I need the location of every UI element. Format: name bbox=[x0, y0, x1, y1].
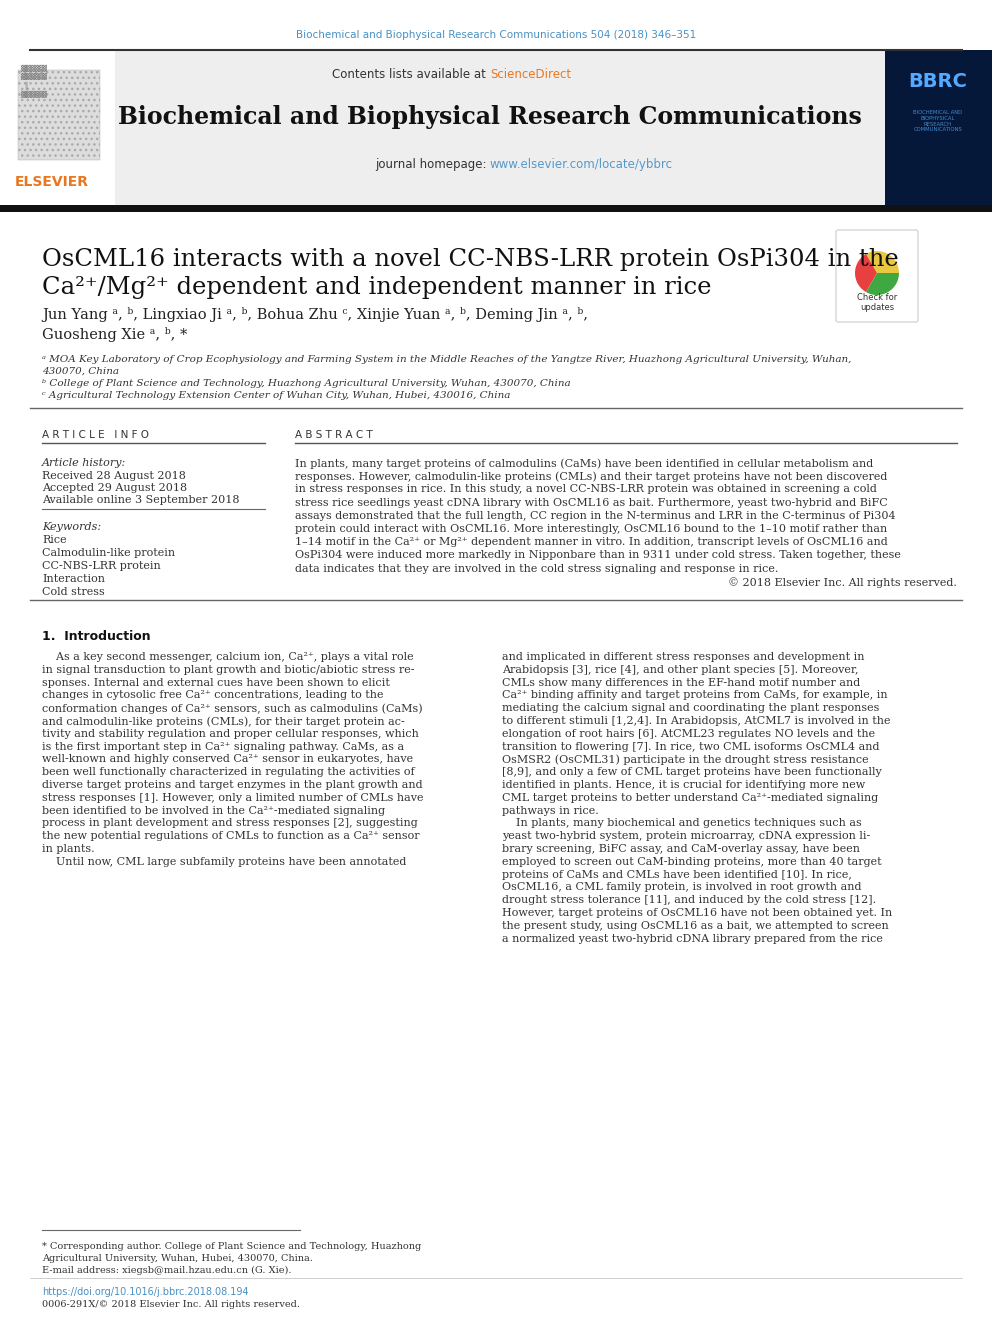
Text: stress responses [1]. However, only a limited number of CMLs have: stress responses [1]. However, only a li… bbox=[42, 792, 424, 803]
Text: Jun Yang ᵃ, ᵇ, Lingxiao Ji ᵃ, ᵇ, Bohua Zhu ᶜ, Xinjie Yuan ᵃ, ᵇ, Deming Jin ᵃ, ᵇ,: Jun Yang ᵃ, ᵇ, Lingxiao Ji ᵃ, ᵇ, Bohua Z… bbox=[42, 307, 588, 321]
Text: mediating the calcium signal and coordinating the plant responses: mediating the calcium signal and coordin… bbox=[502, 704, 879, 713]
Text: ▓▓▓▓▓
▓▓▓▓▓
  ║  
▓▓▓▓▓: ▓▓▓▓▓ ▓▓▓▓▓ ║ ▓▓▓▓▓ bbox=[20, 65, 47, 98]
Text: Accepted 29 August 2018: Accepted 29 August 2018 bbox=[42, 483, 187, 493]
Text: CC-NBS-LRR protein: CC-NBS-LRR protein bbox=[42, 561, 161, 572]
Text: However, target proteins of OsCML16 have not been obtained yet. In: However, target proteins of OsCML16 have… bbox=[502, 908, 892, 918]
Text: Available online 3 September 2018: Available online 3 September 2018 bbox=[42, 495, 239, 505]
Text: In plants, many target proteins of calmodulins (CaMs) have been identified in ce: In plants, many target proteins of calmo… bbox=[295, 458, 873, 468]
Text: in stress responses in rice. In this study, a novel CC-NBS-LRR protein was obtai: in stress responses in rice. In this stu… bbox=[295, 484, 877, 495]
Circle shape bbox=[849, 245, 905, 302]
Text: Ca²⁺/Mg²⁺ dependent and independent manner in rice: Ca²⁺/Mg²⁺ dependent and independent mann… bbox=[42, 277, 711, 299]
Text: yeast two-hybrid system, protein microarray, cDNA expression li-: yeast two-hybrid system, protein microar… bbox=[502, 831, 870, 841]
Text: the present study, using OsCML16 as a bait, we attempted to screen: the present study, using OsCML16 as a ba… bbox=[502, 921, 889, 931]
Text: Ca²⁺ binding affinity and target proteins from CaMs, for example, in: Ca²⁺ binding affinity and target protein… bbox=[502, 691, 888, 700]
Bar bbox=[0, 50, 115, 205]
Bar bbox=[885, 50, 992, 205]
Text: ᵃ MOA Key Laboratory of Crop Ecophysiology and Farming System in the Middle Reac: ᵃ MOA Key Laboratory of Crop Ecophysiolo… bbox=[42, 355, 851, 364]
Text: Guosheng Xie ᵃ, ᵇ, *: Guosheng Xie ᵃ, ᵇ, * bbox=[42, 327, 187, 343]
Text: 0006-291X/© 2018 Elsevier Inc. All rights reserved.: 0006-291X/© 2018 Elsevier Inc. All right… bbox=[42, 1301, 300, 1308]
Text: Agricultural University, Wuhan, Hubei, 430070, China.: Agricultural University, Wuhan, Hubei, 4… bbox=[42, 1254, 312, 1263]
Text: and implicated in different stress responses and development in: and implicated in different stress respo… bbox=[502, 652, 864, 662]
Text: 430070, China: 430070, China bbox=[42, 366, 119, 376]
Text: ScienceDirect: ScienceDirect bbox=[490, 67, 571, 81]
Text: protein could interact with OsCML16. More interestingly, OsCML16 bound to the 1–: protein could interact with OsCML16. Mor… bbox=[295, 524, 887, 534]
Text: diverse target proteins and target enzymes in the plant growth and: diverse target proteins and target enzym… bbox=[42, 781, 423, 790]
Text: identified in plants. Hence, it is crucial for identifying more new: identified in plants. Hence, it is cruci… bbox=[502, 781, 865, 790]
Text: ᶜ Agricultural Technology Extension Center of Wuhan City, Wuhan, Hubei, 430016, : ᶜ Agricultural Technology Extension Cent… bbox=[42, 392, 510, 400]
Text: responses. However, calmodulin-like proteins (CMLs) and their target proteins ha: responses. However, calmodulin-like prot… bbox=[295, 471, 888, 482]
Text: data indicates that they are involved in the cold stress signaling and response : data indicates that they are involved in… bbox=[295, 564, 779, 574]
Text: CMLs show many differences in the EF-hand motif number and: CMLs show many differences in the EF-han… bbox=[502, 677, 860, 688]
Text: Until now, CML large subfamily proteins have been annotated: Until now, CML large subfamily proteins … bbox=[42, 857, 407, 867]
Text: in plants.: in plants. bbox=[42, 844, 94, 855]
Wedge shape bbox=[866, 273, 899, 295]
Text: been well functionally characterized in regulating the activities of: been well functionally characterized in … bbox=[42, 767, 415, 777]
Text: E-mail address: xiegsb@mail.hzau.edu.cn (G. Xie).: E-mail address: xiegsb@mail.hzau.edu.cn … bbox=[42, 1266, 292, 1275]
Text: Calmodulin-like protein: Calmodulin-like protein bbox=[42, 548, 176, 558]
Bar bbox=[115, 50, 885, 205]
Text: OsMSR2 (OsCML31) participate in the drought stress resistance: OsMSR2 (OsCML31) participate in the drou… bbox=[502, 754, 869, 765]
Text: elongation of root hairs [6]. AtCML23 regulates NO levels and the: elongation of root hairs [6]. AtCML23 re… bbox=[502, 729, 875, 738]
Text: drought stress tolerance [11], and induced by the cold stress [12].: drought stress tolerance [11], and induc… bbox=[502, 896, 876, 905]
Text: in signal transduction to plant growth and biotic/abiotic stress re-: in signal transduction to plant growth a… bbox=[42, 664, 415, 675]
Text: OsPi304 were induced more markedly in Nipponbare than in 9311 under cold stress.: OsPi304 were induced more markedly in Ni… bbox=[295, 550, 901, 561]
Bar bbox=[18, 70, 100, 160]
Wedge shape bbox=[855, 254, 877, 292]
Text: Cold stress: Cold stress bbox=[42, 587, 105, 597]
Text: employed to screen out CaM-binding proteins, more than 40 target: employed to screen out CaM-binding prote… bbox=[502, 857, 882, 867]
Text: Check for
updates: Check for updates bbox=[857, 292, 897, 312]
Text: stress rice seedlings yeast cDNA library with OsCML16 as bait. Furthermore, yeas: stress rice seedlings yeast cDNA library… bbox=[295, 497, 888, 508]
Text: is the first important step in Ca²⁺ signaling pathway. CaMs, as a: is the first important step in Ca²⁺ sign… bbox=[42, 742, 404, 751]
Text: Keywords:: Keywords: bbox=[42, 523, 101, 532]
Text: assays demonstrated that the full length, CC region in the N-terminus and LRR in: assays demonstrated that the full length… bbox=[295, 511, 896, 521]
Text: [8,9], and only a few of CML target proteins have been functionally: [8,9], and only a few of CML target prot… bbox=[502, 767, 882, 777]
Bar bbox=[0, 205, 992, 212]
Text: A B S T R A C T: A B S T R A C T bbox=[295, 430, 373, 441]
Text: 1.  Introduction: 1. Introduction bbox=[42, 630, 151, 643]
Text: tivity and stability regulation and proper cellular responses, which: tivity and stability regulation and prop… bbox=[42, 729, 419, 738]
Text: Contents lists available at: Contents lists available at bbox=[332, 67, 490, 81]
Text: changes in cytosolic free Ca²⁺ concentrations, leading to the: changes in cytosolic free Ca²⁺ concentra… bbox=[42, 691, 384, 700]
Text: www.elsevier.com/locate/ybbrc: www.elsevier.com/locate/ybbrc bbox=[490, 157, 673, 171]
Text: OsCML16 interacts with a novel CC-NBS-LRR protein OsPi304 in the: OsCML16 interacts with a novel CC-NBS-LR… bbox=[42, 247, 899, 271]
Text: BIOCHEMICAL AND
BIOPHYSICAL
RESEARCH
COMMUNICATIONS: BIOCHEMICAL AND BIOPHYSICAL RESEARCH COM… bbox=[914, 110, 962, 132]
Text: * Corresponding author. College of Plant Science and Technology, Huazhong: * Corresponding author. College of Plant… bbox=[42, 1242, 422, 1252]
Text: been identified to be involved in the Ca²⁺-mediated signaling: been identified to be involved in the Ca… bbox=[42, 806, 385, 815]
Text: Received 28 August 2018: Received 28 August 2018 bbox=[42, 471, 186, 482]
Text: process in plant development and stress responses [2], suggesting: process in plant development and stress … bbox=[42, 819, 418, 828]
Text: A R T I C L E   I N F O: A R T I C L E I N F O bbox=[42, 430, 149, 441]
Text: journal homepage:: journal homepage: bbox=[375, 157, 490, 171]
Text: a normalized yeast two-hybrid cDNA library prepared from the rice: a normalized yeast two-hybrid cDNA libra… bbox=[502, 934, 883, 943]
Text: As a key second messenger, calcium ion, Ca²⁺, plays a vital role: As a key second messenger, calcium ion, … bbox=[42, 652, 414, 662]
Text: © 2018 Elsevier Inc. All rights reserved.: © 2018 Elsevier Inc. All rights reserved… bbox=[728, 577, 957, 587]
Text: Rice: Rice bbox=[42, 534, 66, 545]
Text: well-known and highly conserved Ca²⁺ sensor in eukaryotes, have: well-known and highly conserved Ca²⁺ sen… bbox=[42, 754, 413, 765]
Text: brary screening, BiFC assay, and CaM-overlay assay, have been: brary screening, BiFC assay, and CaM-ove… bbox=[502, 844, 860, 855]
Text: pathways in rice.: pathways in rice. bbox=[502, 806, 599, 815]
Text: transition to flowering [7]. In rice, two CML isoforms OsCML4 and: transition to flowering [7]. In rice, tw… bbox=[502, 742, 880, 751]
Text: In plants, many biochemical and genetics techniques such as: In plants, many biochemical and genetics… bbox=[502, 819, 862, 828]
Text: Article history:: Article history: bbox=[42, 458, 126, 468]
Text: Interaction: Interaction bbox=[42, 574, 105, 583]
Text: the new potential regulations of CMLs to function as a Ca²⁺ sensor: the new potential regulations of CMLs to… bbox=[42, 831, 420, 841]
Text: sponses. Internal and external cues have been shown to elicit: sponses. Internal and external cues have… bbox=[42, 677, 390, 688]
Text: Biochemical and Biophysical Research Communications 504 (2018) 346–351: Biochemical and Biophysical Research Com… bbox=[296, 30, 696, 40]
Text: https://doi.org/10.1016/j.bbrc.2018.08.194: https://doi.org/10.1016/j.bbrc.2018.08.1… bbox=[42, 1287, 249, 1297]
Text: conformation changes of Ca²⁺ sensors, such as calmodulins (CaMs): conformation changes of Ca²⁺ sensors, su… bbox=[42, 704, 423, 714]
Text: OsCML16, a CML family protein, is involved in root growth and: OsCML16, a CML family protein, is involv… bbox=[502, 882, 861, 893]
Text: Arabidopsis [3], rice [4], and other plant species [5]. Moreover,: Arabidopsis [3], rice [4], and other pla… bbox=[502, 664, 858, 675]
Text: Biochemical and Biophysical Research Communications: Biochemical and Biophysical Research Com… bbox=[118, 105, 862, 130]
Text: ELSEVIER: ELSEVIER bbox=[15, 175, 89, 189]
Text: proteins of CaMs and CMLs have been identified [10]. In rice,: proteins of CaMs and CMLs have been iden… bbox=[502, 869, 852, 880]
Wedge shape bbox=[866, 251, 899, 273]
Text: and calmodulin-like proteins (CMLs), for their target protein ac-: and calmodulin-like proteins (CMLs), for… bbox=[42, 716, 405, 726]
Text: to different stimuli [1,2,4]. In Arabidopsis, AtCML7 is involved in the: to different stimuli [1,2,4]. In Arabido… bbox=[502, 716, 891, 726]
Text: ᵇ College of Plant Science and Technology, Huazhong Agricultural University, Wuh: ᵇ College of Plant Science and Technolog… bbox=[42, 378, 570, 388]
FancyBboxPatch shape bbox=[836, 230, 918, 321]
Text: 1–14 motif in the Ca²⁺ or Mg²⁺ dependent manner in vitro. In addition, transcrip: 1–14 motif in the Ca²⁺ or Mg²⁺ dependent… bbox=[295, 537, 888, 548]
Text: BBRC: BBRC bbox=[909, 71, 967, 91]
Text: CML target proteins to better understand Ca²⁺-mediated signaling: CML target proteins to better understand… bbox=[502, 792, 878, 803]
